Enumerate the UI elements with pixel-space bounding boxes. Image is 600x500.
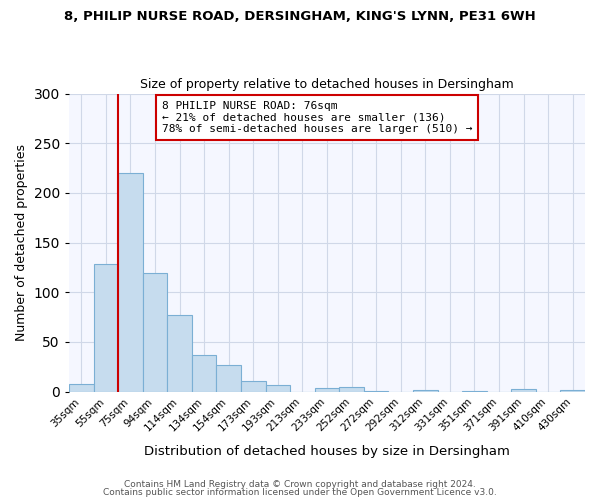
Y-axis label: Number of detached properties: Number of detached properties (15, 144, 28, 341)
Bar (511, 388, 536, 392)
Bar (69, 384, 94, 392)
Bar (94, 264, 118, 392)
Text: Contains public sector information licensed under the Open Government Licence v3: Contains public sector information licen… (103, 488, 497, 497)
Bar (143, 274, 167, 392)
Text: 8 PHILIP NURSE ROAD: 76sqm
← 21% of detached houses are smaller (136)
78% of sem: 8 PHILIP NURSE ROAD: 76sqm ← 21% of deta… (162, 101, 472, 134)
Bar (266, 384, 290, 392)
Bar (462, 390, 487, 392)
Text: 8, PHILIP NURSE ROAD, DERSINGHAM, KING'S LYNN, PE31 6WH: 8, PHILIP NURSE ROAD, DERSINGHAM, KING'S… (64, 10, 536, 23)
Bar (192, 355, 217, 392)
Title: Size of property relative to detached houses in Dersingham: Size of property relative to detached ho… (140, 78, 514, 91)
X-axis label: Distribution of detached houses by size in Dersingham: Distribution of detached houses by size … (144, 444, 510, 458)
Bar (217, 365, 241, 392)
Bar (413, 390, 437, 392)
Bar (560, 390, 585, 392)
Bar (241, 380, 266, 392)
Bar (167, 315, 192, 392)
Bar (364, 390, 388, 392)
Bar (339, 386, 364, 392)
Bar (118, 173, 143, 392)
Text: Contains HM Land Registry data © Crown copyright and database right 2024.: Contains HM Land Registry data © Crown c… (124, 480, 476, 489)
Bar (314, 388, 339, 392)
